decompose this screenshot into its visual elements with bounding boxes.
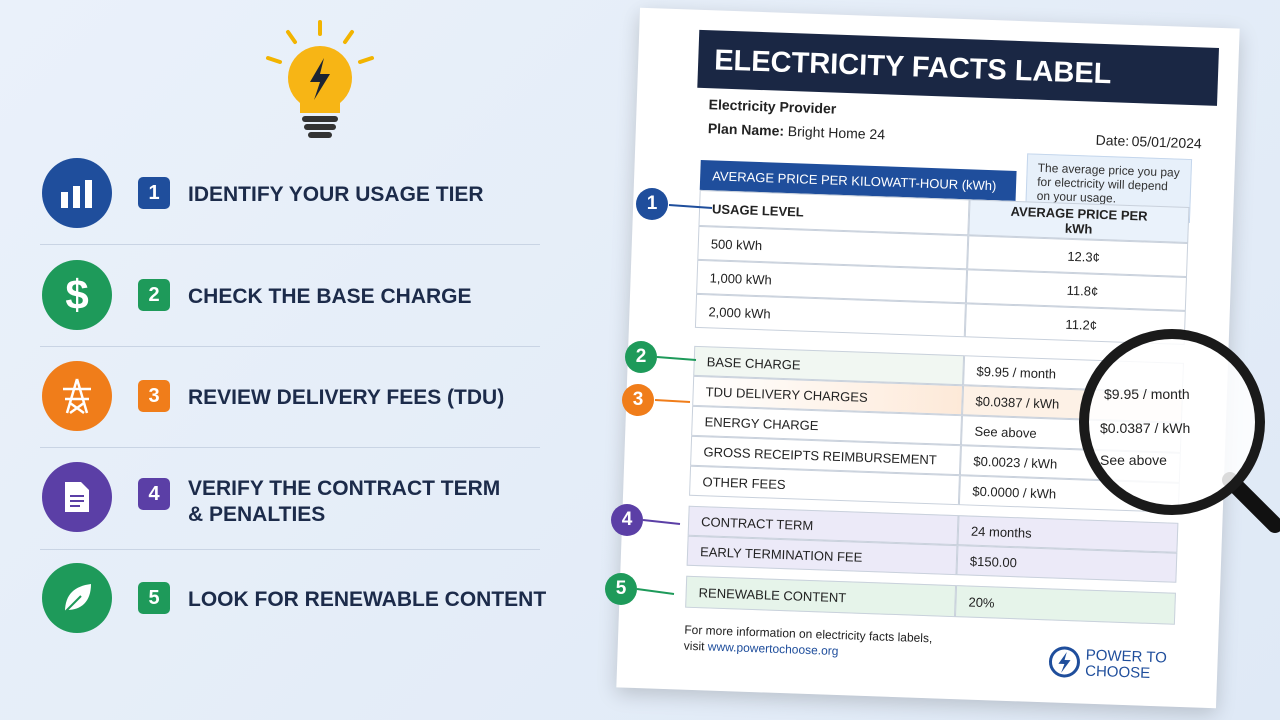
step-number: 1 xyxy=(138,177,170,209)
divider xyxy=(40,549,540,550)
step-icon: $ xyxy=(42,260,112,330)
bulb-icon xyxy=(266,20,374,138)
callout: 3 xyxy=(622,384,654,416)
step-number: 3 xyxy=(138,380,170,412)
step-label: VERIFY THE CONTRACT TERM & PENALTIES xyxy=(188,477,501,526)
step-icon xyxy=(42,563,112,633)
divider xyxy=(40,346,540,347)
callout: 5 xyxy=(605,573,637,605)
callout: 1 xyxy=(636,188,668,220)
magnified-value: $9.95 / month xyxy=(1104,386,1190,402)
magnified-value: See above xyxy=(1100,452,1167,468)
magnified-value: $0.0387 / kWh xyxy=(1100,420,1191,436)
step-icon xyxy=(42,158,112,228)
magnifier xyxy=(1079,329,1280,533)
step-label: LOOK FOR RENEWABLE CONTENT xyxy=(188,588,547,611)
facts-label: ELECTRICITY FACTS LABEL Electricity Prov… xyxy=(616,7,1240,709)
step-label: CHECK THE BASE CHARGE xyxy=(188,285,472,308)
step-number: 2 xyxy=(138,279,170,311)
step-number: 4 xyxy=(138,478,170,510)
divider xyxy=(40,244,540,245)
callout: 4 xyxy=(611,504,643,536)
step-number: 5 xyxy=(138,582,170,614)
step-label: IDENTIFY YOUR USAGE TIER xyxy=(188,183,484,206)
divider xyxy=(40,447,540,448)
step-icon xyxy=(42,361,112,431)
callout: 2 xyxy=(625,341,657,373)
step-icon xyxy=(42,462,112,532)
logo-icon xyxy=(1048,646,1080,678)
step-label: REVIEW DELIVERY FEES (TDU) xyxy=(188,386,505,409)
